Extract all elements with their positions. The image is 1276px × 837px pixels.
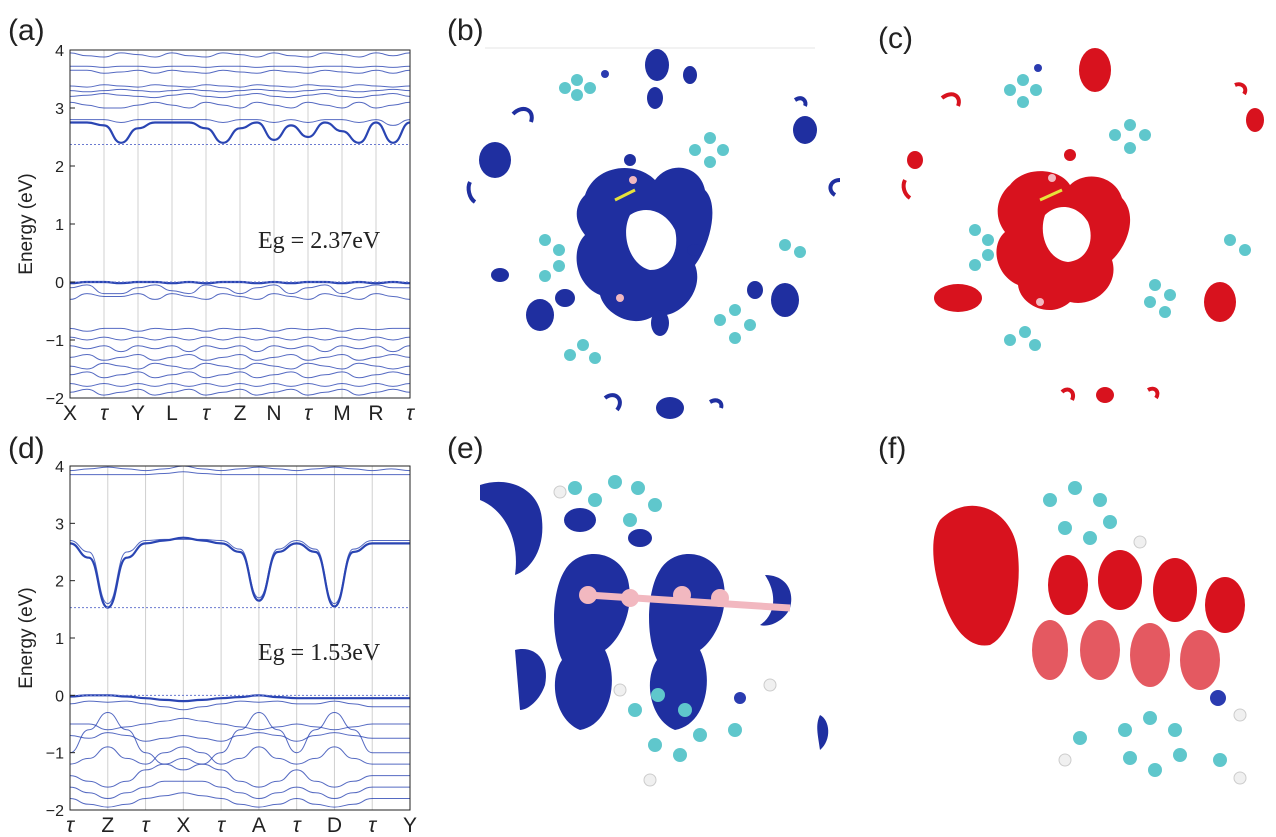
panel-label-c: (c) [878,22,913,55]
molecule-fragments [969,64,1251,351]
y-axis-label: Energy (eV) [16,173,37,274]
band-line [69,92,411,99]
density-blobs [933,505,1245,690]
band-line [69,465,411,472]
band-line [69,52,411,58]
density-blobs [907,48,1264,403]
band-line [69,700,410,711]
band-line [69,284,410,295]
x-tick-label: τ [142,814,151,837]
molecule-fragments [539,70,806,364]
x-tick-label: τ [217,814,226,837]
y-tick-label: 2 [55,574,64,591]
band-line [69,694,410,703]
x-tick-label: A [252,814,266,837]
band-line [69,84,411,88]
band-line [69,538,410,605]
band-line [69,362,411,370]
y-tick-label: 2 [55,159,64,176]
band-line [69,757,410,788]
band-line [69,536,410,609]
y-tick-label: 4 [55,43,64,60]
band-line [70,65,411,68]
molecule-fragments [553,475,791,787]
x-tick-label: Y [131,402,145,425]
band-line [69,382,411,387]
y-tick-label: 0 [55,275,64,292]
x-tick-label: τ [293,814,302,837]
panel-label-d: (d) [8,432,45,465]
x-tick-label: Z [234,402,247,425]
y-tick-label: 4 [55,459,64,476]
x-tick-label: Z [101,814,114,837]
panel-label-a: (a) [8,14,45,47]
x-tick-label: τ [368,814,377,837]
y-tick-label: 1 [55,217,64,234]
band-line [69,711,410,771]
x-tick-label: τ [406,402,415,425]
homo-density-dimer-image [480,475,829,787]
density-blobs [480,481,829,750]
band-line [69,388,411,396]
x-tick-label: N [266,402,281,425]
y-tick-label: −1 [46,746,64,763]
band-line [69,792,410,808]
arc-fragments [466,96,841,412]
y-tick-label: −1 [46,333,64,350]
density-blobs [479,49,817,419]
band-gap-annotation: Eg = 2.37eV [258,228,381,254]
y-tick-label: −2 [46,803,64,820]
lumo-density-crystal-image [901,48,1264,403]
y-tick-label: 1 [55,631,64,648]
y-tick-label: 3 [55,516,64,533]
band-line [69,101,411,109]
x-tick-label: τ [304,402,313,425]
x-tick-label: τ [100,402,109,425]
panel-label-b: (b) [447,14,484,47]
arc-fragments [901,82,1248,401]
panel-label-f: (f) [878,432,907,465]
band-line [69,293,411,300]
x-tick-label: L [166,402,178,425]
band-line [69,471,410,476]
x-tick-label: D [327,814,342,837]
band-line [69,121,411,144]
x-tick-label: M [333,402,351,425]
lumo-density-dimer-image [933,481,1247,785]
x-tick-label: τ [202,402,211,425]
y-tick-label: −2 [46,391,64,408]
band-line [69,345,411,353]
band-line [69,353,411,361]
band-line [69,327,410,332]
band-line [69,732,410,742]
molecule-fragments [1043,481,1247,785]
band-line [70,717,410,731]
x-tick-label: R [368,402,383,425]
band-line [69,336,411,341]
band-line [70,119,411,126]
homo-density-crystal-image [466,47,841,419]
y-tick-label: 3 [55,101,64,118]
band-gap-annotation: Eg = 1.53eV [258,640,381,666]
band-line [69,371,411,379]
band-line [69,88,411,93]
panel-label-e: (e) [447,432,484,465]
band-line [70,69,411,74]
band-line [69,746,410,765]
y-axis-label: Energy (eV) [16,587,37,688]
band-line [69,780,410,800]
x-tick-label: τ [66,814,75,837]
x-tick-label: Y [403,814,417,837]
y-tick-label: 0 [55,688,64,705]
x-tick-label: X [63,402,77,425]
x-tick-label: X [176,814,190,837]
